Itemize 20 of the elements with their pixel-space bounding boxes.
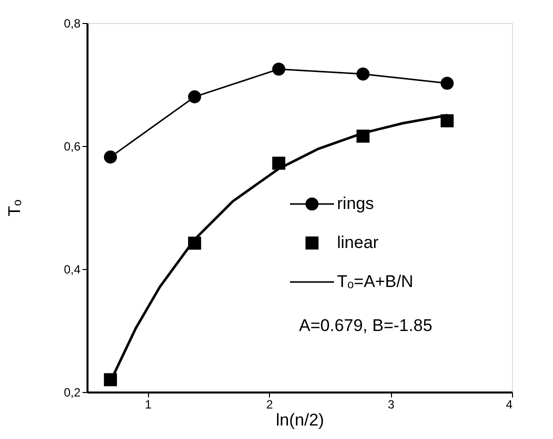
point	[440, 76, 454, 90]
x-tick-label: 1	[144, 398, 152, 412]
annotation: A=0.679, B=-1.85	[299, 316, 432, 335]
y-tick-label: 0,6	[64, 140, 81, 154]
point	[356, 68, 370, 81]
point	[272, 156, 286, 170]
point	[104, 150, 117, 164]
x-axis-title: ln(n/2)	[276, 410, 324, 430]
point	[188, 90, 202, 104]
x-tick-label: 2	[266, 398, 274, 412]
x-tick-label: 4	[506, 398, 513, 412]
legend-label: Tₒ=A+B/N	[337, 272, 414, 291]
legend-label: linear	[337, 233, 379, 252]
y-tick-label: 0,4	[64, 262, 81, 276]
y-tick-label: 0,8	[64, 16, 81, 30]
x-tick-label: 3	[388, 398, 395, 412]
y-axis-title: Tₒ	[4, 200, 24, 216]
legend-label: rings	[337, 194, 374, 213]
y-tick-label: 0,2	[64, 386, 81, 400]
point	[272, 62, 286, 76]
